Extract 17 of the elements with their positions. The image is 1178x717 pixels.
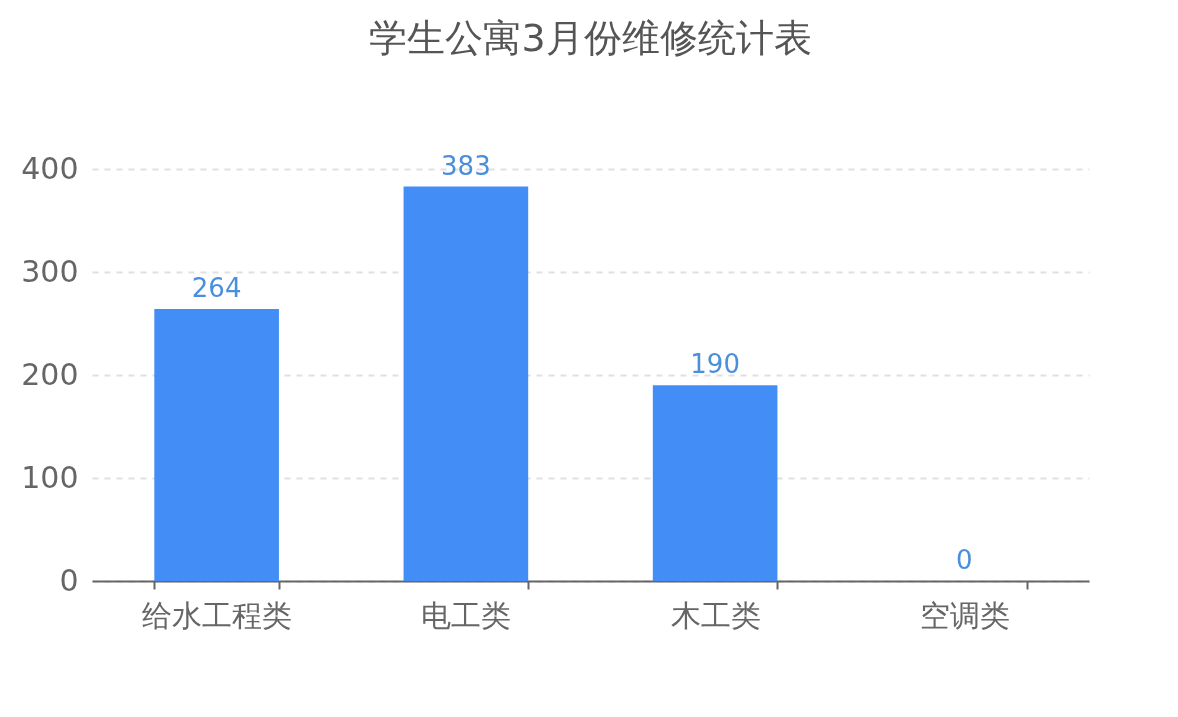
y-tick-label: 0 — [59, 562, 79, 598]
y-tick-label: 100 — [21, 459, 79, 495]
x-tick-label: 空调类 — [919, 597, 1010, 633]
y-tick-label: 300 — [21, 253, 79, 289]
data-label: 264 — [191, 273, 242, 304]
x-tick-label: 电工类 — [421, 597, 512, 633]
x-tick-label: 木工类 — [670, 597, 761, 633]
data-label: 0 — [956, 545, 973, 575]
bar — [154, 309, 279, 581]
data-label: 190 — [690, 349, 740, 380]
y-tick-label: 400 — [21, 150, 79, 186]
y-tick-label: 200 — [21, 356, 79, 392]
bar — [403, 186, 529, 581]
chart-title: 学生公寓3月份维修统计表 — [369, 15, 812, 60]
data-label: 383 — [441, 150, 491, 181]
bar — [652, 385, 778, 581]
x-tick-label: 给水工程类 — [142, 597, 293, 633]
